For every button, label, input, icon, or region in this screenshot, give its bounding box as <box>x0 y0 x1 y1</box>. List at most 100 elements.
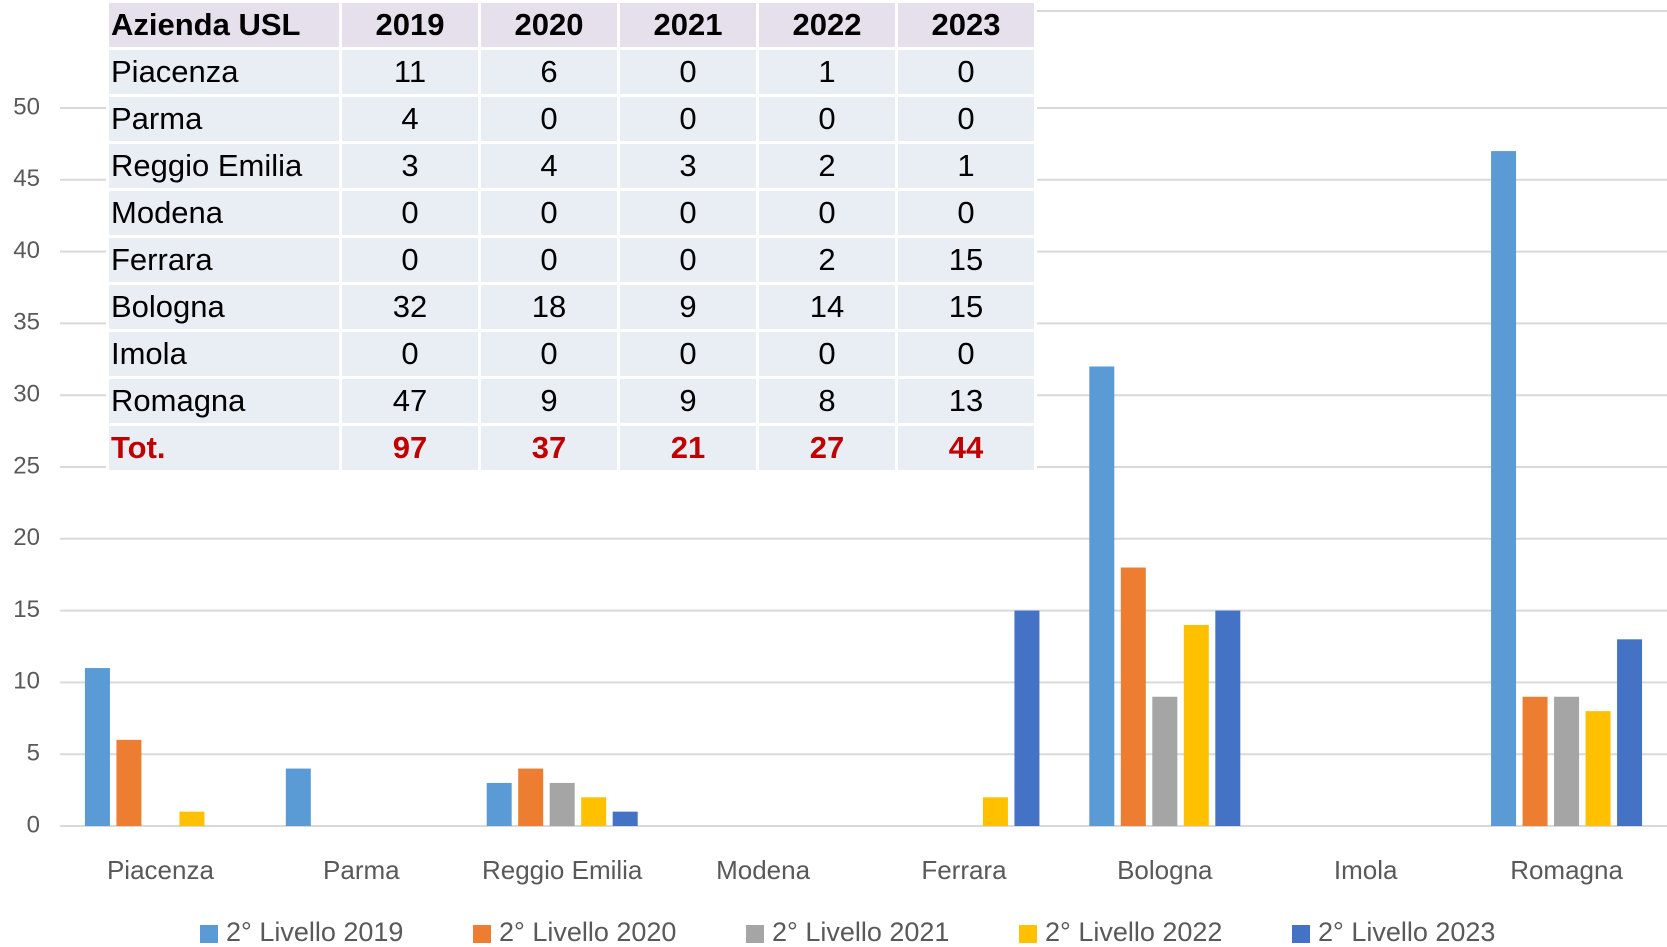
table-row: Parma 4 0 0 0 0 <box>106 94 1037 144</box>
table-cell: 0 <box>339 188 481 238</box>
table-cell: 4 <box>339 94 481 144</box>
table-row: Modena 0 0 0 0 0 <box>106 188 1037 238</box>
table-cell: 44 <box>895 423 1037 473</box>
table-cell: 13 <box>895 376 1037 426</box>
legend-label: 2° Livello 2020 <box>499 917 676 947</box>
table-row: Ferrara 0 0 0 2 15 <box>106 235 1037 285</box>
legend-label: 2° Livello 2023 <box>1318 917 1495 947</box>
table-cell: Bologna <box>106 282 342 332</box>
table-cell: 0 <box>617 235 759 285</box>
table-cell: 0 <box>478 235 620 285</box>
table-cell: 0 <box>617 47 759 97</box>
bar <box>285 768 311 826</box>
table-cell: 0 <box>478 329 620 379</box>
bar <box>1215 610 1241 826</box>
y-tick-label: 35 <box>13 309 40 336</box>
bar <box>1089 366 1115 826</box>
bar <box>179 811 205 826</box>
bar <box>518 768 544 826</box>
table-cell: 0 <box>756 94 898 144</box>
bar <box>612 811 638 826</box>
table-cell: Reggio Emilia <box>106 141 342 191</box>
table-cell: 47 <box>339 376 481 426</box>
table-cell: Romagna <box>106 376 342 426</box>
x-tick-label: Bologna <box>1117 855 1213 885</box>
table-cell: 37 <box>478 423 620 473</box>
table-cell: Azienda USL <box>106 0 342 50</box>
table-cell: 9 <box>617 376 759 426</box>
y-tick-label: 15 <box>13 596 40 623</box>
table-row: Reggio Emilia 3 4 3 2 1 <box>106 141 1037 191</box>
table-cell: Modena <box>106 188 342 238</box>
y-tick-label: 45 <box>13 165 40 192</box>
x-tick-label: Reggio Emilia <box>482 855 643 885</box>
legend-label: 2° Livello 2019 <box>226 917 403 947</box>
x-tick-label: Parma <box>323 855 400 885</box>
bar <box>1585 711 1611 826</box>
table-cell: 0 <box>756 188 898 238</box>
table-cell: 0 <box>895 47 1037 97</box>
table-cell: 1 <box>895 141 1037 191</box>
x-tick-label: Piacenza <box>107 855 214 885</box>
bar <box>116 739 142 826</box>
bar <box>1522 696 1548 826</box>
table-row: Romagna 47 9 9 8 13 <box>106 376 1037 426</box>
bar <box>549 782 575 826</box>
table-cell: Tot. <box>106 423 342 473</box>
y-tick-label: 5 <box>27 740 40 767</box>
table-row: Piacenza 11 6 0 1 0 <box>106 47 1037 97</box>
bar <box>1183 624 1209 826</box>
x-tick-label: Romagna <box>1510 855 1623 885</box>
table-cell: 0 <box>617 329 759 379</box>
legend-label: 2° Livello 2022 <box>1045 917 1222 947</box>
table-cell: 0 <box>895 329 1037 379</box>
y-tick-label: 20 <box>13 524 40 551</box>
bar <box>1491 151 1517 826</box>
table-cell: 3 <box>339 141 481 191</box>
x-tick-label: Imola <box>1334 855 1398 885</box>
table-cell: 2019 <box>339 0 481 50</box>
table-cell: Parma <box>106 94 342 144</box>
table-cell: 2 <box>756 235 898 285</box>
y-tick-label: 50 <box>13 93 40 120</box>
table-cell: 15 <box>895 282 1037 332</box>
table-cell: 9 <box>617 282 759 332</box>
table-cell: Piacenza <box>106 47 342 97</box>
y-tick-label: 40 <box>13 237 40 264</box>
table-cell: 32 <box>339 282 481 332</box>
y-tick-label: 25 <box>13 452 40 479</box>
legend-swatch <box>746 925 764 943</box>
table-row: Azienda USL 2019 2020 2021 2022 2023 <box>106 0 1037 50</box>
legend-swatch <box>473 925 491 943</box>
bar <box>1120 567 1146 826</box>
table-cell: 18 <box>478 282 620 332</box>
table-cell: 0 <box>756 329 898 379</box>
y-tick-label: 30 <box>13 381 40 408</box>
y-tick-label: 10 <box>13 668 40 695</box>
table-cell: 0 <box>617 188 759 238</box>
legend-swatch <box>1019 925 1037 943</box>
table-cell: 1 <box>756 47 898 97</box>
table-cell: 2023 <box>895 0 1037 50</box>
bar <box>1014 610 1040 826</box>
table-cell: 2022 <box>756 0 898 50</box>
table-cell: 8 <box>756 376 898 426</box>
table-cell: 2 <box>756 141 898 191</box>
table-cell: 6 <box>478 47 620 97</box>
table-cell: 9 <box>478 376 620 426</box>
bar <box>84 668 110 826</box>
table-cell: 27 <box>756 423 898 473</box>
table-cell: 21 <box>617 423 759 473</box>
table-cell: 0 <box>339 329 481 379</box>
table-cell: 0 <box>895 94 1037 144</box>
table-cell: 3 <box>617 141 759 191</box>
bar <box>581 797 607 826</box>
x-tick-label: Modena <box>716 855 810 885</box>
table-cell: 0 <box>478 94 620 144</box>
table-row: Tot. 97 37 21 27 44 <box>106 423 1037 473</box>
table-cell: 2020 <box>478 0 620 50</box>
legend-swatch <box>1292 925 1310 943</box>
y-tick-label: 0 <box>27 811 40 838</box>
table-cell: 0 <box>617 94 759 144</box>
